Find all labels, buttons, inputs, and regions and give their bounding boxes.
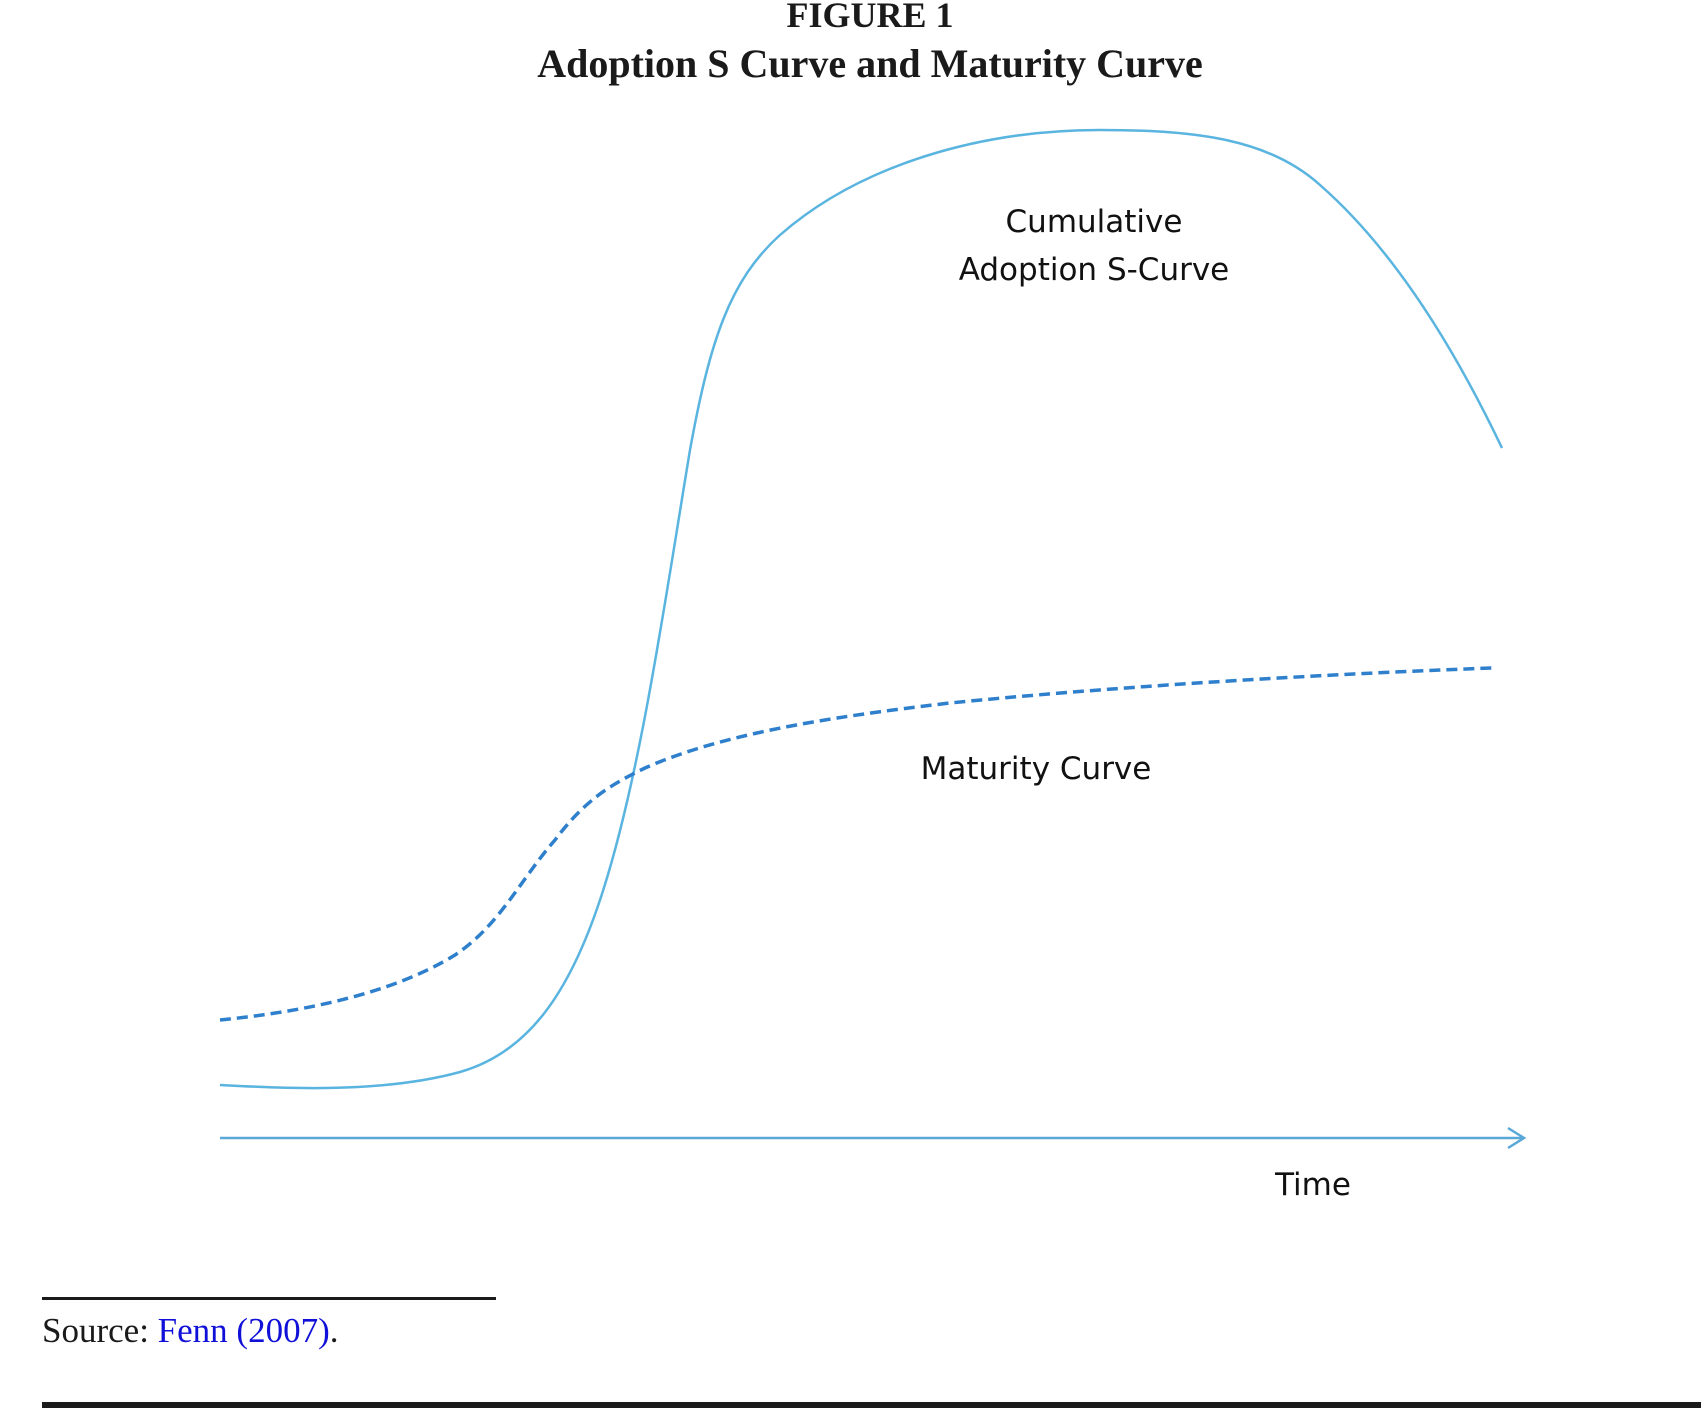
x-axis-label: Time: [1274, 1167, 1351, 1203]
adoption-label-line1: Cumulative: [1006, 204, 1183, 240]
arrow-right-icon: [1507, 1126, 1527, 1150]
time-axis: [220, 1126, 1527, 1150]
maturity-curve: [219, 666, 1493, 1022]
adoption-s-curve: [219, 128, 1504, 1090]
footnote-divider: [42, 1297, 496, 1300]
chart-area: Cumulative Adoption S-Curve Maturity Cur…: [219, 128, 1527, 1203]
source-citation-link[interactable]: Fenn (2007): [157, 1311, 330, 1350]
source-suffix: .: [329, 1311, 339, 1350]
source-prefix: Source:: [42, 1311, 158, 1350]
adoption-label-line2: Adoption S-Curve: [959, 252, 1230, 288]
bottom-divider: [42, 1402, 1701, 1408]
source-note: Source: Fenn (2007).: [42, 1311, 338, 1351]
figure-title: Adoption S Curve and Maturity Curve: [537, 41, 1203, 86]
figure-number: FIGURE 1: [786, 0, 954, 35]
maturity-label: Maturity Curve: [921, 751, 1152, 787]
